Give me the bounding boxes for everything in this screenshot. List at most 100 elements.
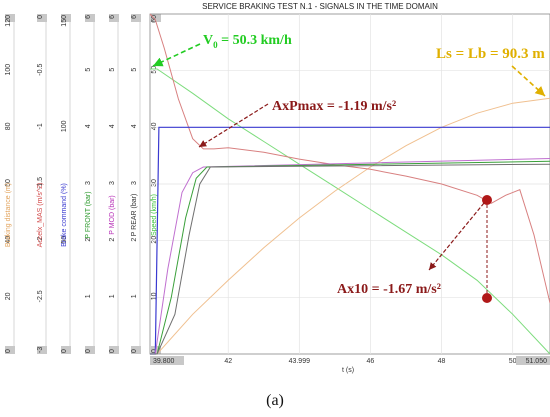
axis-5: 6 5 4 3 2 1 0 P REAR (bar) bbox=[131, 14, 141, 354]
axis-tick-label: 100 bbox=[61, 120, 68, 132]
axis-tick-label: 4 bbox=[85, 124, 92, 128]
annotation-v0-subscript: 0 bbox=[213, 40, 218, 50]
series-line bbox=[150, 97, 550, 355]
axis-tick-label: -0.5 bbox=[37, 64, 44, 76]
series-line bbox=[150, 163, 550, 355]
axis-name-label: Braking distance (m) bbox=[5, 183, 12, 247]
axis-name-label: Accelx_MAS (m/s^2) bbox=[37, 183, 44, 248]
axis-tick-label: 4 bbox=[109, 124, 116, 128]
axis-tick-label: 4 bbox=[131, 124, 138, 128]
axis-tick-label: 20 bbox=[5, 292, 12, 300]
axis-tick-label: 0 bbox=[151, 349, 158, 353]
axis-0: 120 100 80 60 40 20 0 Braking distance (m) bbox=[5, 14, 15, 354]
axis-tick-label: 1 bbox=[85, 294, 92, 298]
x-tick-label: 42 bbox=[224, 358, 232, 365]
annotation-ax10-marker-base bbox=[482, 293, 492, 303]
axis-tick-label: 0 bbox=[109, 349, 116, 353]
axis-tick-label: 1 bbox=[131, 294, 138, 298]
annotation-ax10-marker bbox=[482, 195, 492, 205]
axis-end-box bbox=[5, 14, 15, 22]
axis-tick-label: 5 bbox=[85, 68, 92, 72]
axis-end-box bbox=[131, 14, 141, 22]
axis-4: 6 5 4 3 2 1 0 P MOD (bar) bbox=[109, 14, 119, 354]
axis-end-box bbox=[131, 346, 141, 354]
axis-tick-label: 2 bbox=[131, 238, 138, 242]
axis-end-box bbox=[109, 14, 119, 22]
axis-tick-label: -3 bbox=[37, 347, 44, 353]
series-layer bbox=[149, 13, 550, 355]
axis-tick-label: 6 bbox=[131, 15, 138, 19]
axis-tick-label: 3 bbox=[85, 181, 92, 185]
x-tick-box bbox=[516, 356, 550, 365]
axis-tick-label: 6 bbox=[85, 15, 92, 19]
grid-layer bbox=[150, 14, 550, 354]
axis-name-label: P MOD (bar) bbox=[109, 195, 116, 235]
annotation-ax10-arrow bbox=[428, 202, 485, 271]
axis-end-box bbox=[151, 14, 161, 22]
axis-end-box bbox=[37, 14, 47, 22]
axis-end-box bbox=[85, 14, 95, 22]
axis-tick-label: 0 bbox=[61, 349, 68, 353]
x-tick-label: 51.050 bbox=[526, 358, 548, 365]
axis-tick-label: 5 bbox=[131, 68, 138, 72]
series-line bbox=[149, 13, 550, 304]
axis-end-box bbox=[109, 346, 119, 354]
x-tick-box bbox=[150, 356, 184, 365]
axis-tick-label: 0 bbox=[5, 349, 12, 353]
axis-tick-label: 1 bbox=[109, 294, 116, 298]
axis-tick-label: 150 bbox=[61, 15, 68, 27]
annotation-ls: Ls = Lb = 90.3 m bbox=[436, 46, 545, 62]
x-tick-label: 39.800 bbox=[153, 358, 175, 365]
axis-tick-label: 30 bbox=[151, 179, 158, 187]
axis-tick-label: 40 bbox=[5, 236, 12, 244]
axis-tick-label: -2 bbox=[37, 236, 44, 242]
axis-tick-label: 10 bbox=[151, 292, 158, 300]
axis-tick-label: 120 bbox=[5, 15, 12, 27]
x-tick-label: 46 bbox=[367, 358, 375, 365]
x-tick-label: 48 bbox=[438, 358, 446, 365]
axis-tick-label: 6 bbox=[109, 15, 116, 19]
axis-2: 150 100 50 0 Brake command (%) bbox=[61, 14, 71, 354]
annotation-axpmax: AxPmax = -1.19 m/s² bbox=[272, 99, 396, 114]
axis-tick-label: 50 bbox=[61, 236, 68, 244]
annotation-v0-value: = 50.3 km/h bbox=[218, 33, 292, 48]
axis-tick-label: 2 bbox=[85, 238, 92, 242]
axis-tick-label: -2.5 bbox=[37, 290, 44, 302]
axis-3: 6 5 4 3 2 1 0 P FRONT (bar) bbox=[85, 14, 95, 354]
axis-end-box bbox=[5, 346, 15, 354]
axis-tick-label: 40 bbox=[151, 122, 158, 130]
axis-name-label: Speed (km/h) bbox=[151, 194, 158, 236]
axis-name-label: P REAR (bar) bbox=[131, 194, 138, 237]
axis-tick-label: 0 bbox=[85, 349, 92, 353]
annotation-layer: V0 = 50.3 km/h AxPmax = -1.19 m/s² Ax10 = … bbox=[152, 33, 546, 303]
axis-tick-label: 20 bbox=[151, 236, 158, 244]
axis-end-box bbox=[37, 346, 47, 354]
axis-end-box bbox=[61, 14, 71, 22]
series-line bbox=[150, 160, 550, 355]
axis-tick-label: 5 bbox=[109, 68, 116, 72]
axis-name-label: P FRONT (bar) bbox=[85, 191, 92, 238]
axis-tick-label: 3 bbox=[109, 181, 116, 185]
axis-end-box bbox=[85, 346, 95, 354]
axis-tick-label: 2 bbox=[109, 238, 116, 242]
axis-1: 0 -0.5 -1 -1.5 -2 -2.5 -3 Accelx_MAS (m/s^2) bbox=[37, 14, 47, 354]
series-line bbox=[150, 158, 550, 355]
annotation-ax10: Ax10 = -1.67 m/s² bbox=[337, 282, 441, 297]
figure-caption: (a) bbox=[266, 392, 284, 409]
x-tick-layer: 39.800 42 43.999 46 48 50 51.050 bbox=[150, 356, 550, 365]
axis-end-box bbox=[61, 346, 71, 354]
axis-tick-label: 50 bbox=[151, 66, 158, 74]
x-axis-label: t (s) bbox=[342, 367, 354, 374]
axis-name-label: Brake command (%) bbox=[61, 183, 68, 247]
x-tick-label: 50 bbox=[509, 358, 517, 365]
axis-tick-label: 0 bbox=[37, 15, 44, 19]
axis-tick-label: -1 bbox=[37, 123, 44, 129]
x-tick-label: 43.999 bbox=[289, 358, 311, 365]
axis-tick-label: 0 bbox=[131, 349, 138, 353]
chart-title: SERVICE BRAKING TEST N.1 - SIGNALS IN TH… bbox=[202, 2, 438, 11]
annotation-axpmax-arrow bbox=[198, 103, 269, 148]
axis-tick-label: 60 bbox=[5, 179, 12, 187]
